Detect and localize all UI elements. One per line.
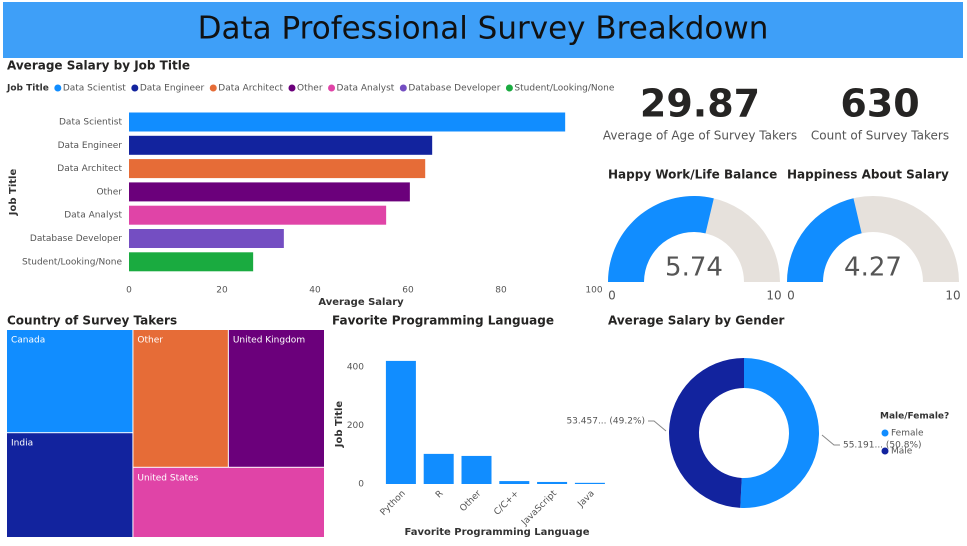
legend-label: Student/Looking/None xyxy=(514,84,614,94)
gauge-value xyxy=(608,196,714,282)
y-tick-label: Data Scientist xyxy=(59,118,122,128)
x-tick-label: Java xyxy=(576,489,597,510)
chart-title: Favorite Programming Language xyxy=(332,314,554,328)
treemap-label: Canada xyxy=(11,336,45,346)
y-tick-label: 200 xyxy=(347,421,364,431)
legend-marker xyxy=(328,84,336,92)
legend-title: Job Title xyxy=(6,84,49,94)
bar xyxy=(129,182,410,202)
x-tick-label: 0 xyxy=(126,286,132,296)
bar xyxy=(499,481,530,484)
card-value: 630 xyxy=(840,82,919,126)
bar xyxy=(385,360,416,484)
legend-label: Data Engineer xyxy=(140,84,205,94)
treemap-tile xyxy=(228,330,324,467)
bar xyxy=(129,112,566,132)
y-tick-label: 400 xyxy=(347,363,364,373)
leader-line xyxy=(648,420,667,432)
legend-label: Data Architect xyxy=(218,84,283,94)
legend-label: Data Scientist xyxy=(63,84,126,94)
x-tick-label: 100 xyxy=(585,286,602,296)
treemap-label: India xyxy=(11,439,33,449)
gauge-title: Happy Work/Life Balance xyxy=(608,168,777,182)
bar xyxy=(461,455,492,484)
x-axis-label: Average Salary xyxy=(318,297,404,308)
legend-marker xyxy=(288,84,296,92)
title-banner xyxy=(3,2,963,58)
gauge-min: 0 xyxy=(608,289,616,303)
x-tick-label: JavaScript xyxy=(519,488,559,528)
treemap-tile xyxy=(7,433,133,537)
y-tick-label: Database Developer xyxy=(30,234,122,244)
legend-marker xyxy=(881,429,889,437)
x-tick-label: C/C++ xyxy=(492,489,521,518)
chart-title: Average Salary by Job Title xyxy=(7,59,190,73)
gauge-value-label: 5.74 xyxy=(665,253,723,283)
y-axis-label: Job Title xyxy=(334,401,345,449)
leader-line xyxy=(821,434,840,446)
data-label: 55.191... (50.8%) xyxy=(843,440,922,450)
legend-label: Database Developer xyxy=(408,84,500,94)
gauge-max: 10 xyxy=(766,289,781,303)
treemap-label: United Kingdom xyxy=(233,336,305,346)
gauge-min: 0 xyxy=(787,289,795,303)
treemap-tile xyxy=(7,330,133,433)
x-tick-label: Other xyxy=(458,489,483,514)
x-tick-label: 80 xyxy=(495,286,507,296)
gauge-value xyxy=(787,198,862,282)
treemap-label: Other xyxy=(137,336,163,346)
legend-label: Other xyxy=(297,84,323,94)
x-tick-label: 20 xyxy=(216,286,228,296)
chart-title: Average Salary by Gender xyxy=(608,314,784,328)
legend-label: Male xyxy=(891,447,913,457)
y-axis-label: Job Title xyxy=(8,169,19,217)
treemap-tile xyxy=(133,330,228,467)
gauge-title: Happiness About Salary xyxy=(787,168,949,182)
legend-marker xyxy=(881,447,889,455)
card-label: Count of Survey Takers xyxy=(811,129,949,143)
y-tick-label: Data Engineer xyxy=(58,141,123,151)
y-tick-label: Student/Looking/None xyxy=(22,257,122,267)
bar xyxy=(423,453,454,484)
bar xyxy=(537,481,568,484)
data-label: 53.457... (49.2%) xyxy=(566,417,645,427)
card-value: 29.87 xyxy=(640,82,760,126)
legend-marker xyxy=(399,84,407,92)
bar xyxy=(574,482,605,484)
bar xyxy=(129,205,387,225)
y-tick-label: Data Analyst xyxy=(64,211,122,221)
legend-label: Data Analyst xyxy=(337,84,395,94)
donut-slice xyxy=(740,358,819,508)
treemap-label: United States xyxy=(137,473,198,483)
y-tick-label: 0 xyxy=(358,480,364,490)
x-tick-label: 40 xyxy=(309,286,321,296)
bar xyxy=(129,159,426,179)
y-tick-label: Other xyxy=(96,187,122,197)
bar xyxy=(129,135,433,155)
x-axis-label: Favorite Programming Language xyxy=(405,527,590,538)
legend-marker xyxy=(54,84,62,92)
legend-label: Female xyxy=(891,429,924,439)
y-tick-label: Data Architect xyxy=(57,164,122,174)
legend-marker xyxy=(131,84,139,92)
x-tick-label: R xyxy=(434,489,446,501)
card-label: Average of Age of Survey Takers xyxy=(603,129,797,143)
dashboard-title: Data Professional Survey Breakdown xyxy=(198,11,769,47)
donut-slice xyxy=(668,358,744,508)
bar xyxy=(129,252,254,272)
legend-marker xyxy=(505,84,513,92)
x-tick-label: Python xyxy=(379,489,408,518)
legend-title: Male/Female? xyxy=(880,412,949,422)
gauge-value-label: 4.27 xyxy=(844,253,902,283)
chart-title: Country of Survey Takers xyxy=(7,314,177,328)
bar xyxy=(129,229,284,248)
legend-marker xyxy=(209,84,217,92)
treemap-tile xyxy=(133,467,324,537)
x-tick-label: 60 xyxy=(402,286,414,296)
gauge-max: 10 xyxy=(945,289,960,303)
